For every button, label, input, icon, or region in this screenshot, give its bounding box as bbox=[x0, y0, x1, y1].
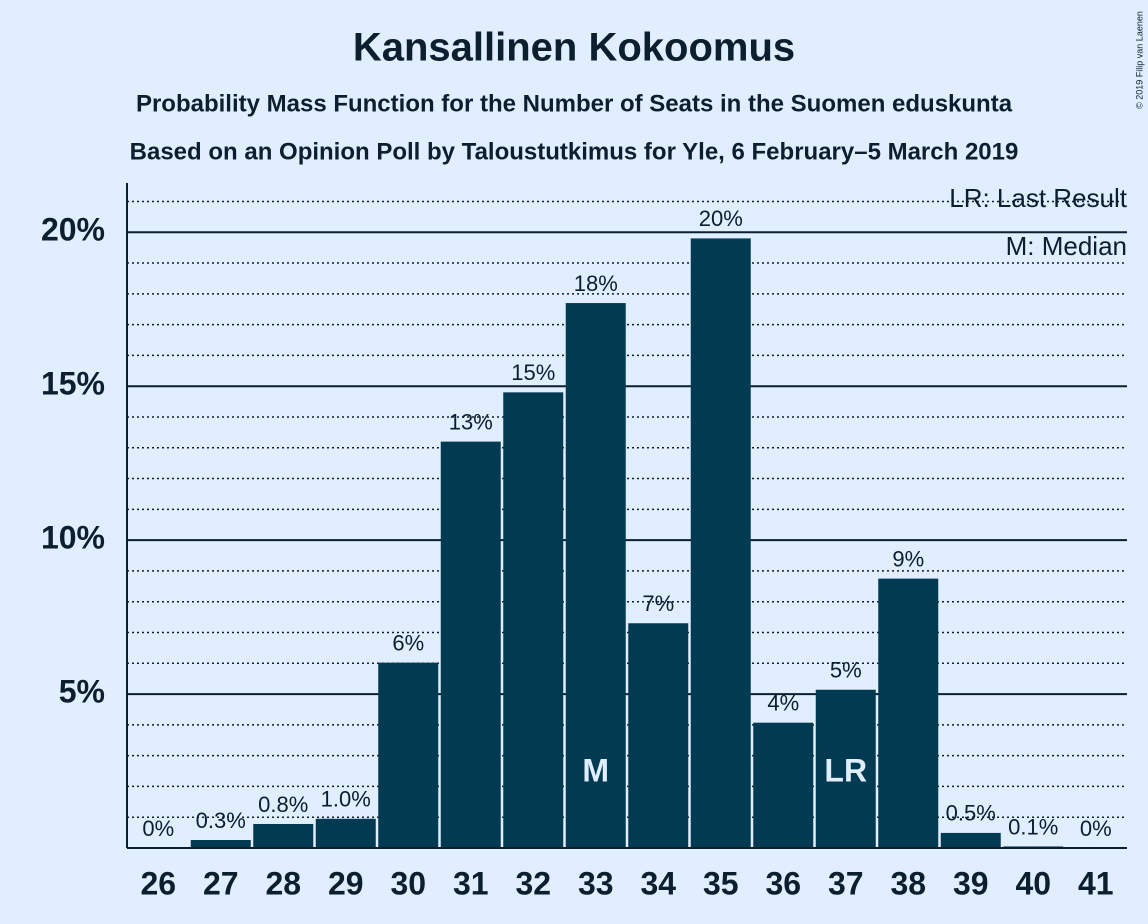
legend-entry: LR: Last Result bbox=[949, 183, 1128, 213]
x-tick-label: 33 bbox=[578, 865, 614, 901]
y-tick-label: 10% bbox=[41, 520, 105, 556]
value-label: 0.8% bbox=[258, 792, 308, 817]
value-label: 7% bbox=[642, 591, 674, 616]
bar bbox=[315, 818, 376, 848]
bar-marker: M bbox=[582, 752, 609, 788]
x-tick-label: 36 bbox=[765, 865, 801, 901]
y-tick-label: 15% bbox=[41, 366, 105, 402]
bar bbox=[565, 303, 626, 848]
bar bbox=[940, 832, 1001, 848]
bar bbox=[503, 392, 564, 848]
x-tick-label: 30 bbox=[390, 865, 426, 901]
value-label: 15% bbox=[511, 360, 555, 385]
legend-entry: M: Median bbox=[1006, 231, 1127, 261]
value-label: 4% bbox=[767, 691, 799, 716]
x-tick-label: 28 bbox=[265, 865, 301, 901]
x-tick-label: 39 bbox=[953, 865, 989, 901]
value-label: 1.0% bbox=[321, 787, 371, 812]
chart-subtitle: Based on an Opinion Poll by Taloustutkim… bbox=[130, 138, 1019, 165]
x-tick-label: 40 bbox=[1015, 865, 1051, 901]
copyright: © 2019 Filip van Laenen bbox=[1134, 11, 1144, 109]
y-tick-label: 20% bbox=[41, 212, 105, 248]
bar bbox=[815, 689, 876, 848]
value-label: 0.5% bbox=[946, 801, 996, 826]
x-tick-label: 29 bbox=[328, 865, 364, 901]
value-label: 0.3% bbox=[196, 808, 246, 833]
x-tick-label: 32 bbox=[515, 865, 551, 901]
x-tick-label: 27 bbox=[203, 865, 239, 901]
chart-title: Kansallinen Kokoomus bbox=[353, 26, 795, 70]
y-tick-label: 5% bbox=[59, 674, 105, 710]
x-tick-label: 35 bbox=[703, 865, 739, 901]
bar bbox=[753, 722, 814, 848]
bar bbox=[190, 839, 251, 848]
bar bbox=[878, 578, 939, 848]
value-label: 13% bbox=[449, 409, 493, 434]
value-label: 0% bbox=[142, 816, 174, 841]
x-tick-label: 31 bbox=[453, 865, 489, 901]
x-tick-label: 41 bbox=[1078, 865, 1114, 901]
value-label: 5% bbox=[830, 658, 862, 683]
bar bbox=[253, 823, 314, 848]
x-tick-label: 34 bbox=[640, 865, 676, 901]
bar bbox=[628, 623, 689, 848]
x-tick-label: 38 bbox=[890, 865, 926, 901]
value-label: 0.1% bbox=[1008, 814, 1058, 839]
value-label: 9% bbox=[892, 546, 924, 571]
bar bbox=[378, 662, 439, 848]
value-label: 0% bbox=[1080, 816, 1112, 841]
bar-marker: LR bbox=[824, 752, 867, 788]
x-tick-label: 37 bbox=[828, 865, 864, 901]
x-tick-label: 26 bbox=[140, 865, 176, 901]
value-label: 18% bbox=[574, 271, 618, 296]
bar bbox=[690, 238, 751, 848]
chart-subtitle: Probability Mass Function for the Number… bbox=[136, 90, 1013, 117]
value-label: 6% bbox=[392, 630, 424, 655]
value-label: 20% bbox=[699, 206, 743, 231]
bar bbox=[440, 441, 501, 848]
